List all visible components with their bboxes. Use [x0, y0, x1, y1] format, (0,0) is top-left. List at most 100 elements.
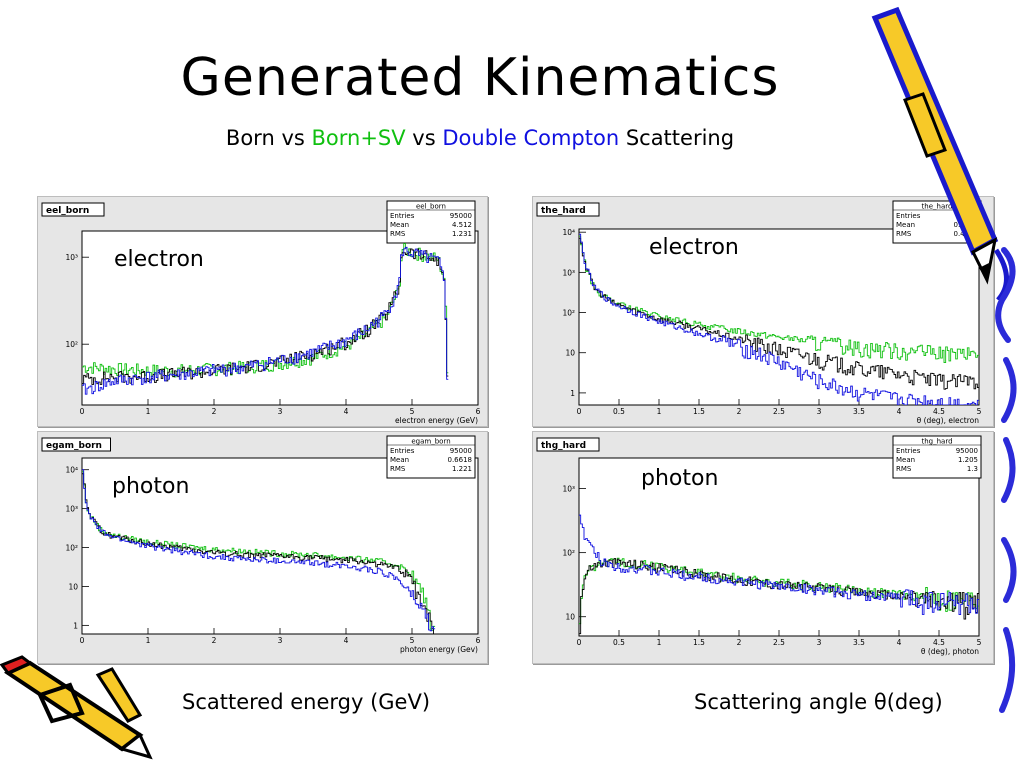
pencil-icon-bottom: [0, 655, 153, 760]
x-axis-label: photon energy (Gev): [400, 645, 478, 654]
x-tick-label: 2: [212, 636, 217, 645]
subtitle-double-compton: Double Compton: [442, 126, 620, 150]
hist-name-box: the_hard: [536, 202, 600, 217]
plot-frame: [578, 457, 980, 637]
stats-key: Mean: [896, 456, 915, 464]
hist-name: the_hard: [541, 206, 586, 216]
stats-value: 1.3: [967, 465, 978, 473]
plot-frame: [81, 230, 479, 406]
y-tick-label: 10²: [65, 340, 78, 349]
chart-label-electron-angle: electron: [649, 235, 739, 260]
x-tick-label: 5: [410, 636, 415, 645]
y-tick-label: 1: [73, 621, 78, 630]
x-tick-label: 0: [80, 407, 85, 416]
stats-title: eel_born: [416, 203, 446, 211]
x-tick-label: 4: [344, 407, 349, 416]
chart-panel-photon-energy: egam_born egam_born Entries 95000 Mean 0.6618…: [37, 431, 488, 664]
x-tick-label: 3: [817, 407, 822, 416]
x-tick-label: 2.5: [773, 638, 785, 647]
stats-key: RMS: [390, 230, 406, 238]
x-tick-label: 5: [410, 407, 415, 416]
plot-frame: [81, 457, 479, 635]
caption-scattered-energy: Scattered energy (GeV): [182, 690, 431, 714]
series-line-green: [579, 235, 979, 364]
stats-value: 95000: [450, 447, 472, 455]
squiggle-icon: [995, 247, 1017, 713]
stats-key: RMS: [896, 230, 912, 238]
stats-value: 95000: [956, 447, 978, 455]
x-tick-label: 2: [212, 407, 217, 416]
y-tick-label: 10⁴: [562, 228, 575, 237]
x-tick-label: 5: [977, 407, 982, 416]
subtitle-born-sv: Born+SV: [311, 126, 406, 150]
y-tick-label: 10²: [65, 544, 78, 553]
stats-value: 1.231: [452, 230, 472, 238]
x-tick-label: 2: [737, 638, 742, 647]
series-line-black: [82, 473, 436, 634]
stats-key: Entries: [390, 212, 415, 220]
pencil-icon: [871, 6, 1009, 300]
y-tick-label: 10: [565, 349, 575, 358]
series-line-blue: [82, 469, 436, 632]
subtitle-vs-2: vs: [405, 126, 443, 150]
x-tick-label: 3: [817, 638, 822, 647]
hist-name: thg_hard: [541, 441, 586, 451]
x-axis-label: θ (deg), photon: [921, 647, 979, 656]
y-tick-label: 1: [570, 389, 575, 398]
subtitle-born: Born: [225, 126, 275, 150]
x-tick-label: 4.5: [933, 407, 945, 416]
y-tick-label: 10: [565, 613, 575, 622]
stats-value: 95000: [450, 212, 472, 220]
stats-key: RMS: [896, 465, 912, 473]
stats-title: the_hard: [922, 203, 953, 211]
series-line-blue: [579, 514, 979, 616]
stats-key: Entries: [896, 447, 921, 455]
y-tick-label: 10: [68, 582, 78, 591]
x-tick-label: 2.5: [773, 407, 785, 416]
x-tick-label: 2: [737, 407, 742, 416]
hist-name: egam_born: [46, 441, 102, 451]
chart-label-photon-energy: photon: [112, 474, 190, 499]
subtitle-vs-1: vs: [274, 126, 312, 150]
y-tick-label: 10³: [65, 505, 78, 514]
stats-value: 4.512: [452, 221, 472, 229]
stats-value: 1.221: [452, 465, 472, 473]
x-tick-label: 4: [897, 638, 902, 647]
x-tick-label: 0: [577, 407, 582, 416]
series-line-blue: [579, 233, 979, 405]
stats-key: Entries: [390, 447, 415, 455]
caption-scattering-angle: Scattering angle θ(deg): [694, 690, 943, 714]
x-tick-label: 3.5: [853, 638, 865, 647]
x-tick-label: 0.5: [613, 638, 625, 647]
chart-panel-photon-angle: thg_hard thg_hard Entries 95000 Mean 1.205 RMS…: [532, 431, 994, 664]
x-tick-label: 1: [657, 407, 662, 416]
y-tick-label: 10³: [562, 485, 575, 494]
x-tick-label: 1: [146, 407, 151, 416]
x-axis-label: θ (deg), electron: [917, 416, 980, 425]
y-tick-label: 10²: [562, 309, 575, 318]
x-tick-label: 4: [897, 407, 902, 416]
x-tick-label: 0.5: [613, 407, 625, 416]
x-tick-label: 6: [476, 636, 481, 645]
stats-key: Mean: [390, 221, 409, 229]
stats-key: Entries: [896, 212, 921, 220]
x-tick-label: 1.5: [693, 638, 705, 647]
y-tick-label: 10³: [65, 253, 78, 262]
slide-title: Generated Kinematics: [180, 48, 780, 108]
chart-label-photon-angle: photon: [641, 466, 719, 491]
stats-value: 1.205: [958, 456, 978, 464]
hist-name-box: egam_born: [41, 437, 111, 452]
hist-name-box: thg_hard: [536, 437, 600, 452]
y-tick-label: 10²: [562, 549, 575, 558]
x-tick-label: 6: [476, 407, 481, 416]
x-tick-label: 0: [577, 638, 582, 647]
hist-name: eel_born: [46, 206, 89, 216]
stats-title: egam_born: [411, 438, 450, 446]
y-tick-label: 10⁴: [65, 466, 78, 475]
stats-key: Mean: [896, 221, 915, 229]
x-tick-label: 3: [278, 407, 283, 416]
stats-key: RMS: [390, 465, 406, 473]
x-tick-label: 5: [977, 638, 982, 647]
